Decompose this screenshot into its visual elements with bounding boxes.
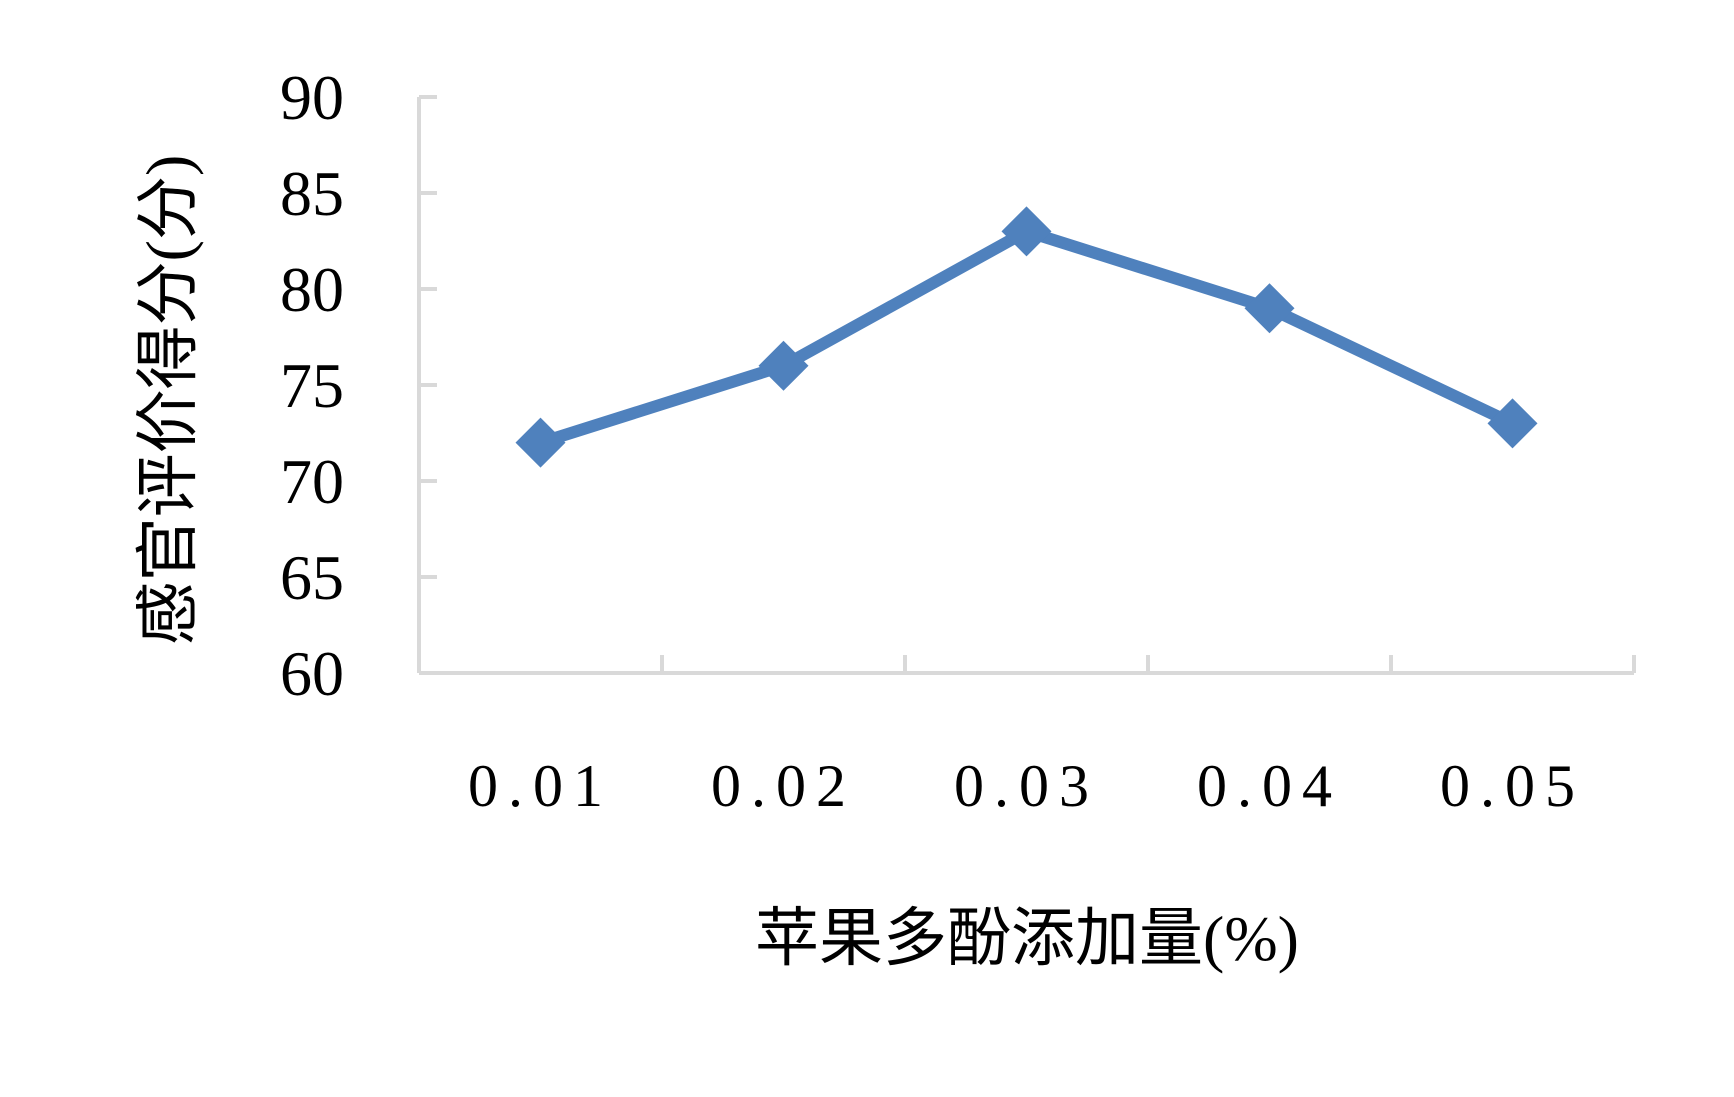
data-point-marker [1487, 398, 1538, 449]
y-tick-label: 65 [280, 542, 344, 613]
y-axis-label: 感官评价得分(分) [133, 155, 204, 646]
x-tick-label: 0.01 [468, 753, 613, 819]
x-tick-labels: 0.01 0.02 0.03 0.04 0.05 [468, 753, 1585, 819]
data-point-marker [758, 340, 809, 391]
y-tick-label: 90 [280, 62, 344, 133]
y-tick-label: 70 [280, 446, 344, 517]
y-tick-label: 75 [280, 350, 344, 421]
data-point-marker [1001, 206, 1052, 257]
series [515, 206, 1538, 468]
y-tick-label: 60 [280, 638, 344, 709]
data-point-marker [515, 417, 566, 468]
x-tick-label: 0.02 [711, 753, 856, 819]
data-point-marker [1244, 283, 1295, 334]
x-tick-label: 0.04 [1197, 753, 1342, 819]
x-tick-label: 0.03 [954, 753, 1099, 819]
axes [417, 95, 1636, 675]
series-line [538, 225, 1516, 449]
x-tick-label: 0.05 [1440, 753, 1585, 819]
y-tick-label: 80 [280, 254, 344, 325]
y-tick-label: 85 [280, 158, 344, 229]
x-axis-label: 苹果多酚添加量(%) [755, 903, 1299, 974]
y-tick-labels: 60 65 70 75 80 85 90 [280, 62, 344, 709]
